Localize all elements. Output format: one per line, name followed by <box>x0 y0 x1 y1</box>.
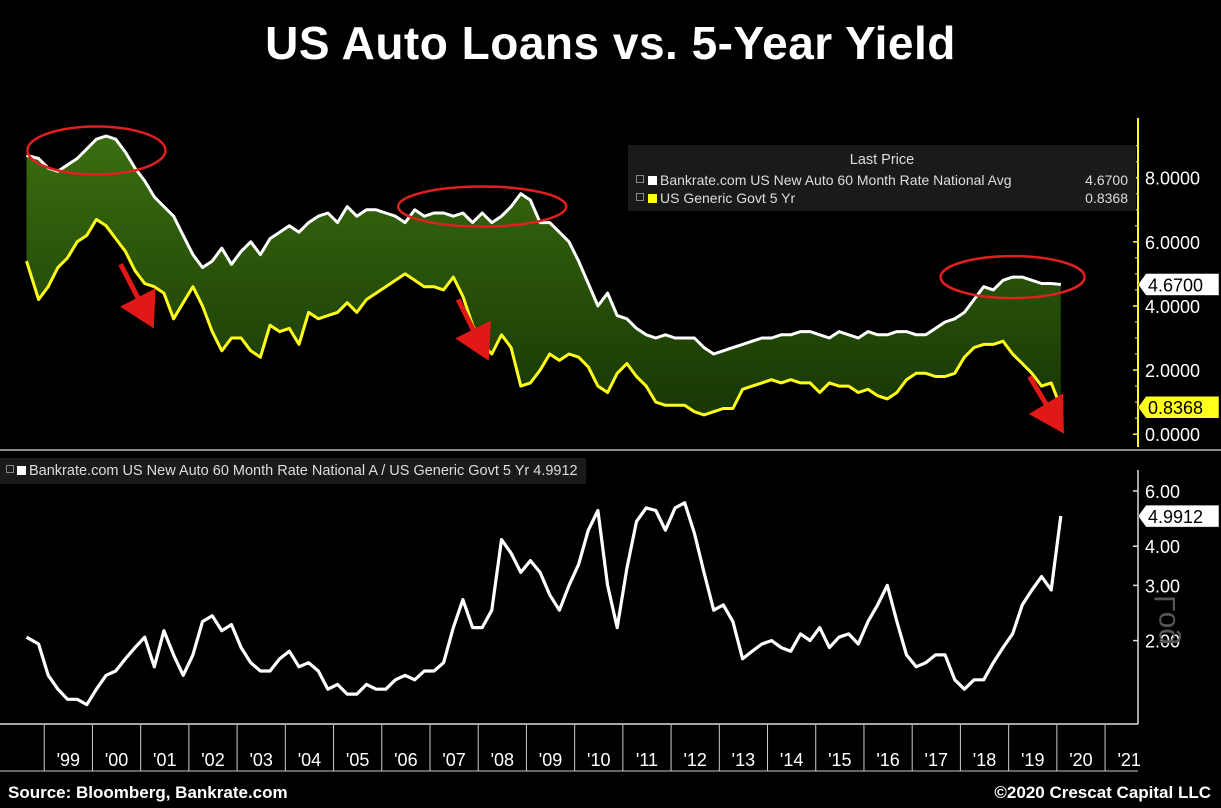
legend-swatch-icon <box>17 466 26 475</box>
y-tick-label: 4.0000 <box>1145 297 1200 317</box>
x-tick-label: '06 <box>394 750 417 770</box>
x-tick-label: '99 <box>57 750 80 770</box>
x-tick-label: '04 <box>298 750 321 770</box>
x-tick-label: '12 <box>683 750 706 770</box>
lower-plot <box>25 501 1063 707</box>
legend-value: 0.8368 <box>1085 190 1128 206</box>
x-tick-label: '18 <box>973 750 996 770</box>
value-tag-shape <box>1137 504 1220 528</box>
source-note: Source: Bloomberg, Bankrate.com <box>8 783 288 802</box>
legend-label: Bankrate.com US New Auto 60 Month Rate N… <box>660 172 1012 188</box>
x-tick-label: '19 <box>1021 750 1044 770</box>
x-tick-label: '20 <box>1069 750 1092 770</box>
legend-toggle-icon[interactable] <box>636 193 644 201</box>
last-value-tag-ratio: 4.9912 <box>1137 504 1220 528</box>
last-value-tag-auto: 4.6700 <box>1137 273 1220 296</box>
log-scale-label: Log <box>1149 595 1182 645</box>
x-axis-band <box>0 725 1138 771</box>
annotation-circle-2000 <box>26 125 167 176</box>
down-arrow-icon <box>118 263 156 329</box>
legend-row-auto-rate: Bankrate.com US New Auto 60 Month Rate N… <box>636 172 1128 190</box>
value-tag-shape <box>1137 273 1220 296</box>
legend-label: US Generic Govt 5 Yr <box>660 190 796 206</box>
upper-legend: Last Price Bankrate.com US New Auto 60 M… <box>628 145 1136 211</box>
value-tag-label: 0.8368 <box>1148 398 1203 418</box>
y-tick-label: 0.0000 <box>1145 425 1200 445</box>
x-axis: '99 '00 '01 '02 '03 '04 '05 '06 '07 '08 '09 '10 '11 '… <box>0 725 1141 772</box>
value-tag-label: 4.6700 <box>1148 275 1203 295</box>
legend-value: 4.9912 <box>533 463 578 479</box>
value-tag-label: 4.9912 <box>1148 507 1203 527</box>
x-tick-label: '09 <box>539 750 562 770</box>
annotation-circle-2019 <box>939 254 1086 300</box>
lower-legend: Bankrate.com US New Auto 60 Month Rate N… <box>0 458 586 484</box>
down-arrow-icon <box>1027 375 1064 434</box>
annotations <box>26 125 1086 434</box>
y-tick-label: 2.0000 <box>1145 361 1200 381</box>
x-tick-label: '11 <box>636 750 658 770</box>
x-tick-label: '05 <box>346 750 369 770</box>
x-tick-label: '14 <box>780 750 803 770</box>
legend-header: Last Price <box>849 152 915 168</box>
legend-toggle-icon[interactable] <box>6 465 14 473</box>
x-tick-label: '15 <box>828 750 851 770</box>
x-tick-label: '17 <box>925 750 948 770</box>
plot-frame: 0.0000 2.0000 4.0000 6.0000 8.0000 2.00 3.00 4.… <box>0 118 1221 725</box>
y-tick-label: 4.00 <box>1145 537 1180 557</box>
x-tick-label: '07 <box>442 750 465 770</box>
x-tick-label: '08 <box>491 750 514 770</box>
y-tick-label: 2.00 <box>1145 632 1180 652</box>
spread-area-fill <box>26 136 1061 415</box>
x-tick-label: '00 <box>105 750 128 770</box>
y-tick-label: 3.00 <box>1145 576 1180 596</box>
x-tick-label: '01 <box>153 750 176 770</box>
series-line-auto-rate <box>26 134 1061 356</box>
value-tag-shape <box>1137 395 1220 419</box>
x-tick-label: '13 <box>732 750 755 770</box>
series-line-5yr-yield <box>25 217 1063 417</box>
legend-swatch-icon <box>648 176 657 185</box>
legend-label: Bankrate.com US New Auto 60 Month Rate N… <box>29 463 530 479</box>
legend-row-5yr-yield: US Generic Govt 5 Yr 0.8368 <box>636 190 1128 208</box>
down-arrow-icon <box>455 298 491 361</box>
chart-title: US Auto Loans vs. 5-Year Yield <box>265 17 956 69</box>
x-tick-label: '02 <box>201 750 224 770</box>
copyright-note: ©2020 Crescat Capital LLC <box>994 783 1211 802</box>
legend-value: 4.6700 <box>1085 172 1128 188</box>
last-value-tag-yield: 0.8368 <box>1137 395 1220 419</box>
legend-toggle-icon[interactable] <box>636 175 644 183</box>
y-tick-label: 6.00 <box>1145 482 1180 502</box>
legend-swatch-icon <box>648 194 657 203</box>
x-tick-label: '10 <box>587 750 610 770</box>
x-tick-label: '03 <box>249 750 272 770</box>
upper-plot <box>25 134 1063 417</box>
series-line-ratio <box>25 501 1063 707</box>
x-tick-label: '16 <box>876 750 899 770</box>
x-tick-label: '21 <box>1117 750 1140 770</box>
y-tick-label: 8.0000 <box>1145 169 1200 189</box>
y-tick-label: 6.0000 <box>1145 233 1200 253</box>
annotation-circle-2008 <box>396 185 568 228</box>
